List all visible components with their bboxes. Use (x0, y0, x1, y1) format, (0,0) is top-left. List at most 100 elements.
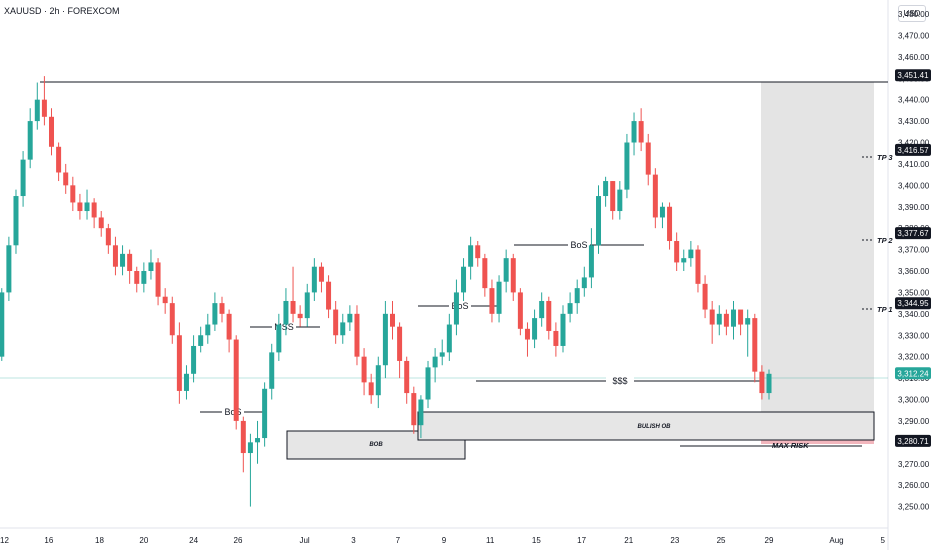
candle-body (588, 245, 594, 278)
candle-body (418, 399, 424, 426)
chart-title: XAUUSD · 2h · FOREXCOM (4, 6, 120, 16)
candle (375, 356, 381, 409)
price-tick-label: 3,390.00 (898, 203, 930, 212)
candle (276, 313, 282, 361)
candle (169, 296, 175, 344)
candle-body (496, 281, 502, 314)
bullish-ob-box[interactable] (417, 411, 875, 441)
candle-body (489, 288, 495, 314)
candle-body (148, 262, 154, 271)
candle-body (6, 245, 12, 293)
candle (84, 189, 90, 220)
time-axis[interactable]: 12 16 18 20 24 26 Jul 3 7 9 11 15 17 21 23 25 29 Aug 5 (0, 536, 885, 545)
price-tick-label: 3,340.00 (898, 310, 930, 319)
candle-body (674, 241, 680, 263)
candle-body (262, 388, 268, 439)
candle-body (276, 324, 282, 353)
candle (716, 305, 722, 336)
candle (404, 356, 410, 404)
time-tick-label: 24 (189, 536, 198, 545)
candle (610, 181, 616, 220)
candle (638, 108, 644, 152)
price-tick-label: 3,350.00 (898, 288, 930, 297)
price-tag-tp1: 3,344.95 (897, 299, 929, 308)
currency-button[interactable]: USD (898, 5, 926, 22)
candle-body (162, 296, 168, 304)
price-tag-last_price: 3,312.24 (897, 369, 929, 378)
price-tick-label: 3,290.00 (898, 417, 930, 426)
candle (354, 305, 360, 366)
tp1-label: TP 1 (877, 305, 893, 314)
price-axis[interactable]: 3,250.003,260.003,270.003,280.003,290.00… (898, 10, 930, 512)
candle (191, 335, 197, 383)
price-tag-bg (895, 297, 931, 310)
candle (674, 232, 680, 271)
candle (91, 198, 97, 229)
candle-body (183, 373, 189, 391)
candle-body (652, 174, 658, 218)
candle (198, 326, 204, 353)
candle (411, 386, 417, 434)
time-tick-label: 15 (532, 536, 541, 545)
candle (532, 309, 538, 349)
candle-body (610, 181, 616, 212)
candle (475, 241, 481, 267)
candle-body (91, 202, 97, 218)
candle (219, 296, 225, 323)
candle (397, 322, 403, 379)
price-tick-label: 3,250.00 (898, 503, 930, 512)
candle-body (759, 371, 765, 394)
liquidity-label: $$$ (612, 376, 627, 386)
price-tick-label: 3,360.00 (898, 267, 930, 276)
candle-body (141, 271, 147, 284)
candle (738, 309, 744, 336)
candle-body (311, 266, 317, 293)
candle (652, 168, 658, 229)
candle (517, 288, 523, 336)
candle (496, 275, 502, 323)
time-tick-label: 29 (765, 536, 774, 545)
candle (418, 395, 424, 439)
candle-body (77, 202, 83, 212)
candle-body (304, 292, 310, 319)
time-tick-label: Aug (829, 536, 843, 545)
candle (269, 343, 275, 400)
candle-body (524, 328, 530, 340)
candle-body (56, 146, 62, 173)
candle (659, 202, 665, 229)
candle (546, 296, 552, 340)
price-tag-tp3: 3,416.57 (897, 146, 929, 155)
candle-body (695, 249, 701, 284)
candles-group (0, 76, 772, 507)
price-tick-label: 3,400.00 (898, 181, 930, 190)
candle (112, 236, 118, 276)
candle (688, 241, 694, 267)
candle (247, 433, 253, 507)
time-tick-label: 20 (139, 536, 148, 545)
price-tick-label: 3,270.00 (898, 460, 930, 469)
candle-body (603, 181, 609, 197)
price-tick-label: 3,460.00 (898, 53, 930, 62)
candle (240, 416, 246, 473)
candle-body (702, 283, 708, 310)
candle (13, 189, 19, 254)
candle (581, 266, 587, 297)
candle (567, 292, 573, 323)
candle (482, 253, 488, 297)
candle-body (446, 324, 452, 353)
candle-body (560, 313, 566, 346)
candle (105, 223, 111, 254)
candle (297, 305, 303, 327)
candle (49, 108, 55, 156)
candle (588, 228, 594, 289)
candle (176, 322, 182, 404)
candle-body (283, 300, 289, 325)
candle-body (659, 206, 665, 218)
price-tick-label: 3,260.00 (898, 481, 930, 490)
candle-body (20, 159, 26, 197)
candle (27, 108, 33, 169)
candle-body (532, 318, 538, 340)
candle (667, 202, 673, 250)
candle (226, 309, 232, 353)
